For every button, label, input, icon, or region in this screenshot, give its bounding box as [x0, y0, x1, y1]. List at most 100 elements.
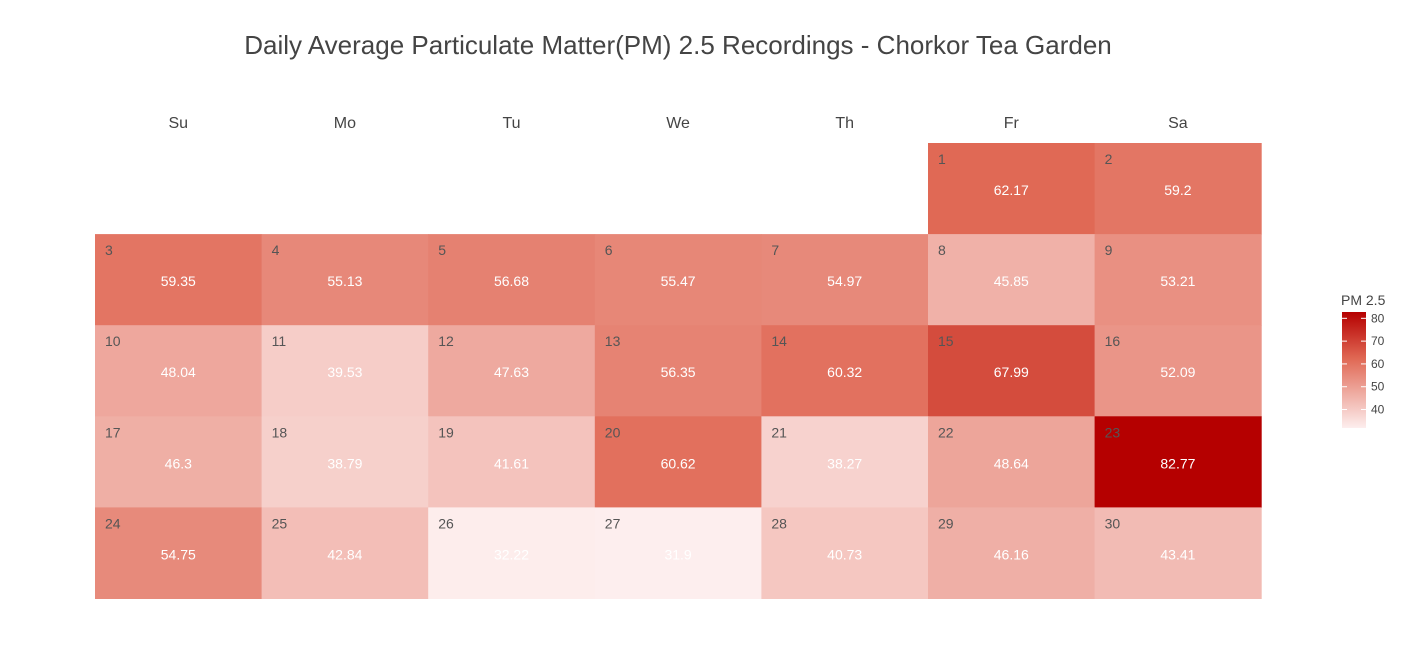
day-number: 24	[105, 515, 121, 531]
day-number: 25	[272, 515, 288, 531]
day-value: 59.35	[161, 273, 196, 289]
day-cell: 19 41.61	[428, 416, 596, 508]
legend-colorbar	[1342, 312, 1366, 428]
day-cell: 21 38.27	[761, 416, 929, 508]
day-cell: 20 60.62	[594, 416, 762, 508]
weekday-header: Fr	[1004, 115, 1020, 132]
day-value: 82.77	[1160, 455, 1195, 471]
day-value: 48.64	[994, 455, 1029, 471]
day-value: 43.41	[1160, 546, 1195, 562]
day-number: 3	[105, 242, 113, 258]
day-value: 46.3	[165, 455, 192, 471]
day-number: 22	[938, 424, 954, 440]
day-value: 60.32	[827, 364, 862, 380]
day-cell: 24 54.75	[95, 507, 263, 599]
day-value: 55.13	[327, 273, 362, 289]
color-legend: PM 2.5 40 50 60 70 80	[1341, 292, 1386, 428]
day-cell-rect	[95, 507, 263, 599]
day-number: 20	[605, 424, 621, 440]
day-value: 38.27	[827, 455, 862, 471]
day-cell-rect	[428, 416, 596, 508]
day-cell-rect	[95, 234, 263, 326]
day-cell-rect	[928, 143, 1096, 235]
weekday-headers: Su Mo Tu We Th Fr Sa	[169, 115, 1188, 132]
weekday-header: Tu	[502, 115, 520, 132]
day-cell-rect	[261, 507, 429, 599]
legend-tick-label: 50	[1371, 380, 1385, 394]
day-value: 53.21	[1160, 273, 1195, 289]
day-value: 40.73	[827, 546, 862, 562]
day-cell-rect	[1094, 325, 1262, 417]
day-number: 11	[272, 333, 287, 349]
day-cell-rect	[428, 234, 596, 326]
day-value: 59.2	[1164, 182, 1191, 198]
day-value: 48.04	[161, 364, 196, 380]
day-cell: 259.2	[1094, 143, 1262, 235]
day-value: 55.47	[661, 273, 696, 289]
legend-title: PM 2.5	[1341, 292, 1386, 308]
day-value: 54.97	[827, 273, 862, 289]
day-number: 19	[438, 424, 454, 440]
day-value: 31.9	[664, 546, 691, 562]
day-cell-rect	[594, 325, 762, 417]
day-cell-rect	[428, 507, 596, 599]
day-value: 62.17	[994, 182, 1029, 198]
day-number: 10	[105, 333, 121, 349]
day-cell: 162.17	[928, 143, 1096, 235]
day-cell: 11 39.53	[261, 325, 429, 417]
day-cell-rect	[761, 234, 929, 326]
day-number: 30	[1105, 515, 1121, 531]
day-number: 27	[605, 515, 621, 531]
day-number: 28	[771, 515, 787, 531]
day-value: 56.68	[494, 273, 529, 289]
day-cell: 556.68	[428, 234, 596, 326]
day-cell-rect	[928, 325, 1096, 417]
day-cell: 16 52.09	[1094, 325, 1262, 417]
day-cell: 14 60.32	[761, 325, 929, 417]
day-number: 15	[938, 333, 954, 349]
day-number: 18	[272, 424, 288, 440]
day-cell: 22 48.64	[928, 416, 1096, 508]
day-cell: 29 46.16	[928, 507, 1096, 599]
day-number: 26	[438, 515, 454, 531]
day-number: 13	[605, 333, 621, 349]
day-cell-rect	[761, 507, 929, 599]
day-cell: 953.21	[1094, 234, 1262, 326]
weekday-header: Mo	[334, 115, 356, 132]
weekday-header: We	[666, 115, 690, 132]
day-value: 45.85	[994, 273, 1029, 289]
day-cell-rect	[1094, 416, 1262, 508]
day-cell-rect	[261, 416, 429, 508]
day-value: 56.35	[661, 364, 696, 380]
day-cell: 359.35	[95, 234, 263, 326]
day-cell: 28 40.73	[761, 507, 929, 599]
day-cell: 655.47	[594, 234, 762, 326]
day-value: 42.84	[327, 546, 362, 562]
day-cell: 15 67.99	[928, 325, 1096, 417]
day-cell: 754.97	[761, 234, 929, 326]
day-number: 4	[272, 242, 280, 258]
day-cell-rect	[761, 325, 929, 417]
calendar-cells: 162.17259.2359.35455.13556.68655.47754.9…	[95, 143, 1262, 599]
day-value: 46.16	[994, 546, 1029, 562]
day-number: 2	[1105, 151, 1113, 167]
day-cell-rect	[1094, 234, 1262, 326]
day-cell: 23 82.77	[1094, 416, 1262, 508]
day-cell-rect	[594, 416, 762, 508]
day-cell-rect	[428, 325, 596, 417]
day-value: 67.99	[994, 364, 1029, 380]
day-cell-rect	[594, 234, 762, 326]
day-value: 60.62	[661, 455, 696, 471]
day-value: 52.09	[1160, 364, 1195, 380]
day-cell-rect	[261, 234, 429, 326]
day-cell: 12 47.63	[428, 325, 596, 417]
legend-tick-label: 40	[1371, 403, 1385, 417]
day-cell-rect	[261, 325, 429, 417]
day-value: 54.75	[161, 546, 196, 562]
day-cell-rect	[928, 416, 1096, 508]
day-number: 16	[1105, 333, 1121, 349]
day-number: 17	[105, 424, 121, 440]
day-number: 6	[605, 242, 613, 258]
day-number: 1	[938, 151, 946, 167]
day-cell-rect	[95, 325, 263, 417]
